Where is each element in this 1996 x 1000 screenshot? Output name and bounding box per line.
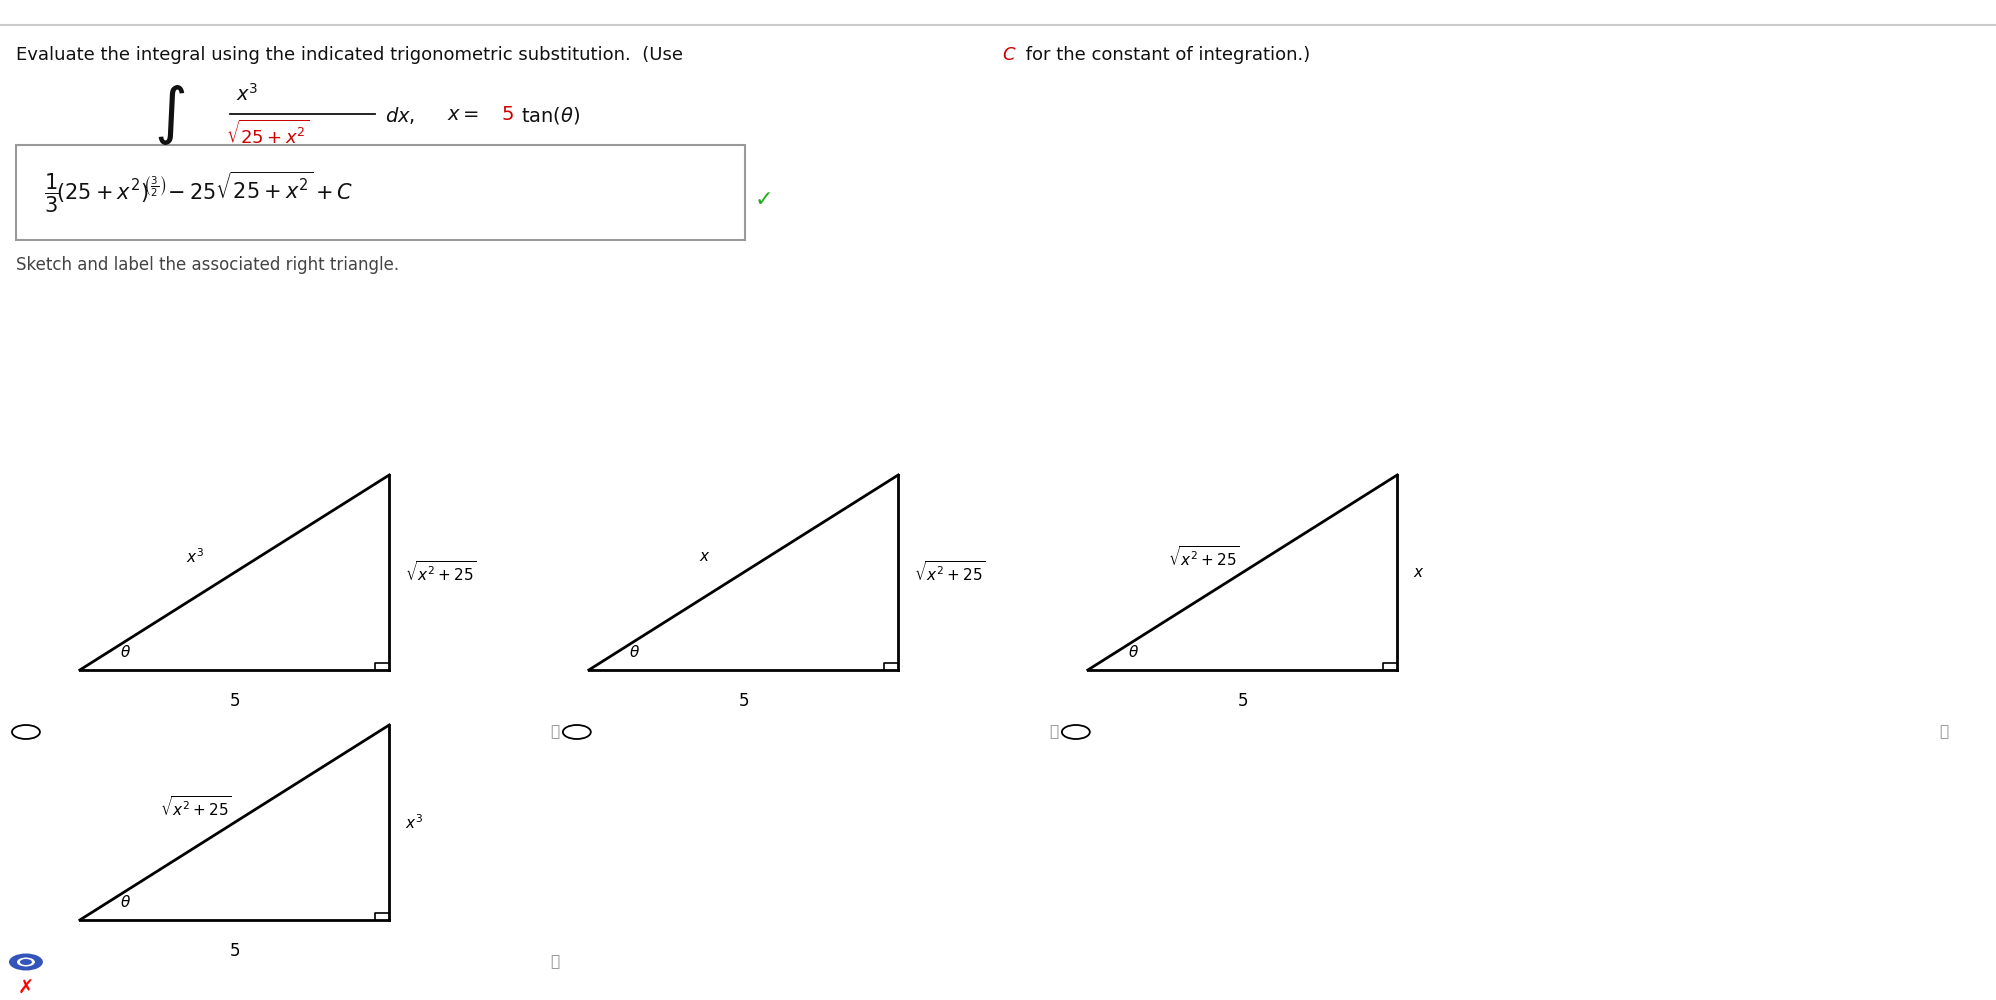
Text: $\sqrt{x^2+25}$: $\sqrt{x^2+25}$ [160,795,232,819]
Text: Sketch and label the associated right triangle.: Sketch and label the associated right tr… [16,256,399,274]
Text: $\sqrt{x^2+25}$: $\sqrt{x^2+25}$ [914,561,986,584]
Text: $5$: $5$ [501,105,513,124]
Text: $\int$: $\int$ [154,83,186,147]
Text: $\sqrt{25+x^2}$: $\sqrt{25+x^2}$ [226,120,309,148]
Text: $\sqrt{x^2+25}$: $\sqrt{x^2+25}$ [405,561,477,584]
Circle shape [20,959,32,965]
Text: $x^3$: $x^3$ [405,813,423,832]
Text: ⓘ: ⓘ [1050,724,1058,740]
Text: 5: 5 [230,942,240,960]
Text: $\theta$: $\theta$ [629,644,641,660]
Text: $x^3$: $x^3$ [236,83,257,105]
Text: ⓘ: ⓘ [1940,724,1948,740]
Circle shape [16,958,34,966]
Text: 5: 5 [230,692,240,710]
Text: ✓: ✓ [754,190,772,210]
Text: $\sqrt{x^2+25}$: $\sqrt{x^2+25}$ [1168,545,1240,569]
Text: $\theta$: $\theta$ [120,644,132,660]
Text: for the constant of integration.): for the constant of integration.) [1020,46,1309,64]
Text: 5: 5 [1238,692,1248,710]
Text: $x^3$: $x^3$ [186,548,204,566]
Text: 5: 5 [739,692,748,710]
Text: C: C [1002,46,1014,64]
Text: ⓘ: ⓘ [551,724,559,740]
Text: $x =$: $x =$ [447,105,479,124]
Text: $\tan(\theta)$: $\tan(\theta)$ [521,104,581,125]
Text: $\theta$: $\theta$ [120,894,132,910]
Text: $x$: $x$ [699,549,711,564]
Text: $dx,$: $dx,$ [385,104,415,125]
Text: $\dfrac{1}{3}\!\left(25+x^2\right)^{\!\!\left(\frac{3}{2}\right)}\!-25\sqrt{25+x: $\dfrac{1}{3}\!\left(25+x^2\right)^{\!\!… [44,169,353,215]
Bar [16,145,745,240]
Text: ⓘ: ⓘ [551,954,559,970]
Circle shape [8,954,44,970]
Text: Evaluate the integral using the indicated trigonometric substitution.  (Use: Evaluate the integral using the indicate… [16,46,689,64]
Text: ✗: ✗ [18,978,34,998]
Text: $\theta$: $\theta$ [1128,644,1140,660]
Text: $x$: $x$ [1413,565,1425,580]
